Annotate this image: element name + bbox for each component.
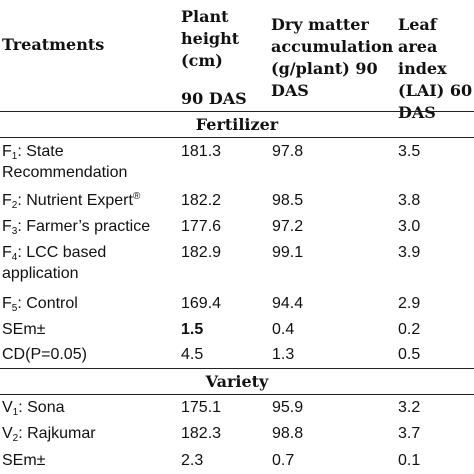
header-plant-height-das: 90 DAS [181, 89, 247, 108]
fert-sem-dry-matter: 0.4 [272, 321, 295, 338]
row-v1-rest: : Sona [18, 399, 65, 416]
row-v1-label: V1: Sona [2, 398, 65, 418]
row-f3-rest: : Farmer’s practice [17, 218, 151, 235]
row-f4-prefix: F [2, 244, 12, 261]
fert-sem-label: SEm± [2, 321, 46, 338]
row-f2-plant-height: 182.2 [181, 192, 222, 209]
rule-under-variety [0, 394, 474, 395]
row-f5-prefix: F [2, 295, 12, 312]
header-plant-height: Plant height (cm) [181, 7, 240, 70]
fert-cd-plant-height: 4.5 [181, 346, 204, 363]
row-f3-label: F3: Farmer’s practice [2, 217, 150, 237]
row-f2-label: F2: Nutrient Expert® [2, 191, 140, 211]
row-f4-label-line2: application [2, 265, 79, 282]
row-f4-label: F4: LCC based [2, 243, 106, 263]
row-f5-sub: 5 [11, 303, 18, 314]
row-f3-dry-matter: 97.2 [272, 218, 304, 235]
row-f3-prefix: F [2, 218, 12, 235]
var-sem-dry-matter: 0.7 [272, 452, 295, 469]
row-f2-sup: ® [132, 191, 141, 202]
fert-sem-plant-height: 1.5 [181, 321, 204, 338]
row-v2-prefix: V [2, 425, 13, 442]
row-v1-lai: 3.2 [398, 399, 421, 416]
row-v2-sub: 2 [12, 433, 19, 444]
row-f5-rest: : Control [17, 295, 78, 312]
row-f3-plant-height: 177.6 [181, 218, 222, 235]
row-f1-label-line2: Recommendation [2, 164, 128, 181]
row-f1-lai: 3.5 [398, 143, 421, 160]
row-f1-label: F1: State [2, 142, 64, 162]
fert-sem-lai: 0.2 [398, 321, 421, 338]
rule-under-header [0, 111, 474, 112]
header-dry-matter: Dry matter accumulation (g/plant) 90 DAS [271, 15, 394, 100]
row-f5-plant-height: 169.4 [181, 295, 222, 312]
row-f4-sub: 4 [11, 252, 18, 263]
row-f2-prefix: F [2, 192, 12, 209]
row-f2-dry-matter: 98.5 [272, 192, 304, 209]
row-f2-lai: 3.8 [398, 192, 421, 209]
row-v2-rest: : Rajkumar [18, 425, 96, 442]
var-sem-lai: 0.1 [398, 452, 421, 469]
row-f4-dry-matter: 99.1 [272, 244, 304, 261]
header-treatments: Treatments [2, 35, 105, 54]
row-v2-lai: 3.7 [398, 425, 421, 442]
fert-cd-label: CD(P=0.05) [2, 346, 87, 363]
row-v1-dry-matter: 95.9 [272, 399, 304, 416]
row-f1-prefix: F [2, 143, 12, 160]
rule-under-fertilizer [0, 137, 474, 138]
fert-cd-lai: 0.5 [398, 346, 421, 363]
row-f2-sub: 2 [11, 200, 18, 211]
row-f4-plant-height: 182.9 [181, 244, 222, 261]
row-f1-rest: : State [17, 143, 64, 160]
row-f5-dry-matter: 94.4 [272, 295, 304, 312]
header-lai: Leaf area index (LAI) 60 DAS [398, 15, 473, 122]
row-f3-lai: 3.0 [398, 218, 421, 235]
section-variety: Variety [205, 372, 269, 391]
row-v1-sub: 1 [12, 407, 19, 418]
row-v2-dry-matter: 98.8 [272, 425, 304, 442]
row-f4-rest: : LCC based [17, 244, 107, 261]
row-f1-plant-height: 181.3 [181, 143, 222, 160]
row-v1-plant-height: 175.1 [181, 399, 222, 416]
row-f1-sub: 1 [11, 151, 18, 162]
var-sem-plant-height: 2.3 [181, 452, 204, 469]
row-f2-rest: : Nutrient Expert [17, 192, 133, 209]
row-v2-label: V2: Rajkumar [2, 424, 96, 444]
fert-cd-dry-matter: 1.3 [272, 346, 295, 363]
row-v1-prefix: V [2, 399, 13, 416]
row-f1-dry-matter: 97.8 [272, 143, 304, 160]
row-f5-label: F5: Control [2, 294, 78, 314]
var-sem-label: SEm± [2, 452, 46, 469]
row-v2-plant-height: 182.3 [181, 425, 222, 442]
row-f4-lai: 3.9 [398, 244, 421, 261]
row-f5-lai: 2.9 [398, 295, 421, 312]
rule-above-variety [0, 368, 474, 369]
row-f3-sub: 3 [11, 226, 18, 237]
section-fertilizer: Fertilizer [195, 115, 279, 134]
